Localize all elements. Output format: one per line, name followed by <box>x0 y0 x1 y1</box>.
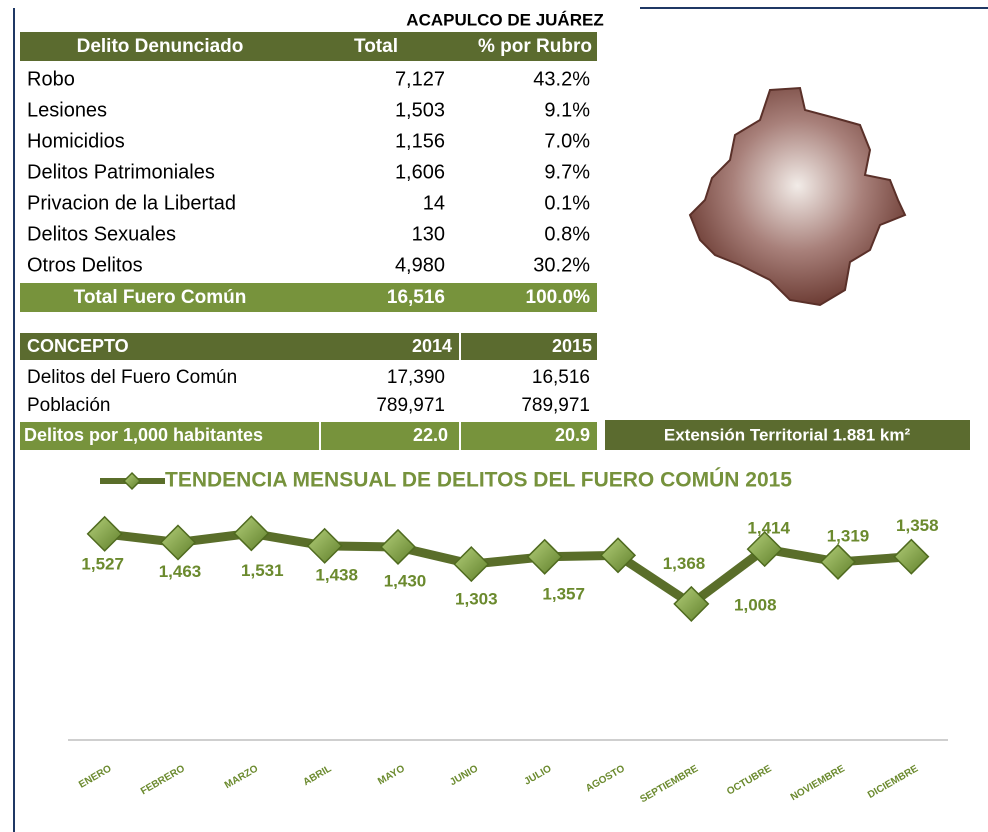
data-label: 1,531 <box>241 561 284 580</box>
data-label: 1,430 <box>384 571 427 590</box>
marker <box>306 527 343 564</box>
header-row <box>20 32 597 61</box>
data-label: 1,319 <box>827 526 870 545</box>
marker <box>893 538 930 575</box>
extension: Extensión Territorial 1.881 km² <box>664 425 911 444</box>
cell: 1,606 <box>395 161 445 183</box>
line <box>104 528 912 609</box>
x-tick-label: ABRIL <box>302 763 334 788</box>
cell: Delitos Sexuales <box>27 223 176 245</box>
cell: Delitos del Fuero Común <box>27 367 237 388</box>
cell: Lesiones <box>27 99 107 121</box>
cell: 16,516 <box>532 367 590 388</box>
marker <box>86 515 123 552</box>
total-row <box>20 422 597 450</box>
x-tick-label: MAYO <box>376 763 407 787</box>
marker <box>673 585 710 622</box>
cell: 0.1% <box>544 192 590 214</box>
cell: 43.2% <box>533 68 590 90</box>
cell: 789,971 <box>521 395 590 416</box>
cell: Homicidios <box>27 130 125 152</box>
x-tick-label: FEBRERO <box>139 763 187 797</box>
cell: 2014 <box>412 336 452 356</box>
marker <box>526 538 563 575</box>
cell: Delitos por 1,000 habitantes <box>24 425 263 445</box>
cell: Otros Delitos <box>27 254 143 276</box>
cell: 130 <box>412 223 445 245</box>
title: ACAPULCO DE JUÁREZ <box>406 10 603 29</box>
cell: 0.8% <box>544 223 590 245</box>
cell: Privacion de la Libertad <box>27 192 236 214</box>
chart-title: TENDENCIA MENSUAL DE DELITOS DEL FUERO C… <box>165 468 792 492</box>
x-tick-label: ENERO <box>77 763 113 790</box>
data-label: 1,438 <box>315 565 358 584</box>
cell: Delitos Patrimoniales <box>27 161 215 183</box>
cell: 9.7% <box>544 161 590 183</box>
marker <box>159 524 197 561</box>
data-label: 1,358 <box>896 516 939 535</box>
x-tick-label: OCTUBRE <box>725 763 774 797</box>
marker <box>819 543 857 580</box>
x-tick-label: MARZO <box>223 763 260 791</box>
cell: 20.9 <box>555 425 590 445</box>
cell: Total <box>354 36 398 57</box>
data-label: 1,414 <box>747 519 790 538</box>
cell: 2015 <box>552 336 592 356</box>
map <box>688 86 907 307</box>
x-tick-label: SEPTIEMBRE <box>638 763 700 805</box>
marker <box>599 537 637 574</box>
cell: Delito Denunciado <box>77 36 244 57</box>
data-label: 1,008 <box>734 595 777 614</box>
marker <box>379 528 417 566</box>
cell: CONCEPTO <box>27 336 129 356</box>
cell: 22.0 <box>413 425 448 445</box>
data-label: 1,357 <box>542 584 585 603</box>
cell: 100.0% <box>526 287 591 308</box>
x-tick-label: JULIO <box>522 763 553 787</box>
cell: Total Fuero Común <box>74 287 247 308</box>
cell: 16,516 <box>387 287 445 308</box>
cell: 17,390 <box>387 367 445 388</box>
legend-marker <box>122 471 142 491</box>
cell: % por Rubro <box>478 36 592 57</box>
cell: 30.2% <box>533 254 590 276</box>
cell: 789,971 <box>376 395 445 416</box>
cell: 7,127 <box>395 68 445 90</box>
x-tick-label: JUNIO <box>448 763 480 788</box>
data-label: 1,463 <box>159 562 202 581</box>
cell: Población <box>27 395 110 416</box>
x-tick-label: AGOSTO <box>584 763 627 794</box>
total-row <box>20 283 597 312</box>
cell: 14 <box>423 192 445 214</box>
cell: 4,980 <box>395 254 445 276</box>
data-label: 1,527 <box>81 554 124 573</box>
marker <box>746 531 783 568</box>
x-tick-label: NOVIEMBRE <box>789 763 847 803</box>
cell: 9.1% <box>544 99 590 121</box>
x-tick-label: DICIEMBRE <box>866 763 920 801</box>
data-label: 1,368 <box>663 554 706 573</box>
header-row <box>20 333 597 360</box>
cell: 1,156 <box>395 130 445 152</box>
cell: 7.0% <box>544 130 590 152</box>
data-label: 1,303 <box>455 590 498 609</box>
marker <box>453 546 490 583</box>
marker <box>233 515 270 552</box>
cell: 1,503 <box>395 99 445 121</box>
extension-box <box>605 420 970 450</box>
cell: Robo <box>27 68 75 90</box>
